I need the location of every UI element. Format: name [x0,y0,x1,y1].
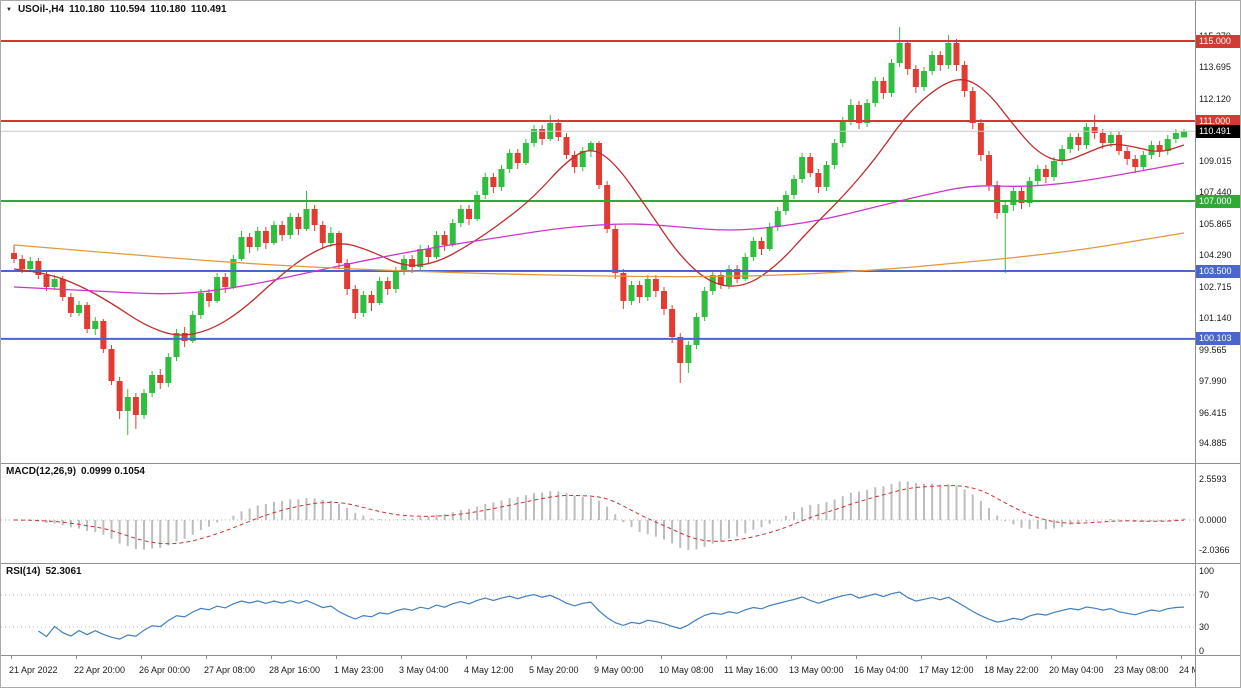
time-axis[interactable]: 21 Apr 2022 22 Apr 20:00 26 Apr 00:00 27 Ap… [1,655,1240,687]
price-axis-label: 96.415 [1199,407,1227,418]
rsi-axis-label: 0 [1199,646,1205,656]
price-axis-label: 113.695 [1199,62,1231,73]
time-axis-label: 11 May 16:00 [724,665,778,675]
time-axis-tick [336,655,337,659]
time-axis-tick [531,655,532,659]
time-axis-tick [921,655,922,659]
time-axis-tick [141,655,142,659]
price-axis-label: 102.715 [1199,281,1232,292]
time-axis-tick [271,655,272,659]
rsi-axis-label: 70 [1199,590,1210,600]
high-price: 110.594 [109,4,146,15]
time-axis-tick [596,655,597,659]
price-axis[interactable]: 115.270113.695112.120109.015107.440105.8… [1195,1,1240,687]
time-axis-label: 13 May 00:00 [789,665,844,675]
close-price: 110.491 [190,4,227,15]
price-level-label: 100.103 [1196,332,1240,346]
time-axis-tick [206,655,207,659]
chart-header: ▼ USOil-,H4 110.180 110.594 110.180 110.… [6,4,227,15]
time-axis-tick [466,655,467,659]
time-axis-label: 1 May 23:00 [334,665,384,675]
time-axis-label: 5 May 20:00 [529,665,579,675]
price-axis-label: 109.015 [1199,155,1232,166]
rsi-value: 52.3061 [45,566,82,577]
time-axis-label: 27 Apr 08:00 [204,665,256,675]
time-axis-label: 16 May 04:00 [854,665,909,675]
time-axis-label: 4 May 12:00 [464,665,514,675]
candlestick-series [11,27,1187,435]
price-axis-label: 99.565 [1199,344,1227,355]
panel-separator [1,655,1240,656]
current-price-label: 110.491 [1196,124,1240,138]
ma-slow [13,232,1185,278]
macd-signal-line [13,485,1185,545]
price-level-label: 107.000 [1196,194,1240,208]
open-price: 110.180 [69,4,105,15]
time-axis-tick [76,655,77,659]
macd-header: MACD(12,26,9) 0.0999 0.1054 [6,466,145,477]
rsi-line [38,591,1185,640]
rsi-header: RSI(14) 52.3061 [6,566,82,577]
price-chart-panel[interactable]: ▼ USOil-,H4 110.180 110.594 110.180 110.… [1,1,1197,463]
time-axis-label: 26 Apr 00:00 [139,665,191,675]
macd-axis-label: -2.0366 [1199,545,1230,555]
symbol-dropdown-arrow-icon[interactable]: ▼ [6,6,12,13]
price-level-label: 103.500 [1196,264,1240,278]
macd-histogram [21,481,1185,550]
rsi-label: RSI(14) [6,566,41,577]
rsi-panel[interactable]: RSI(14) 52.3061 [1,563,1197,655]
price-chart-canvas[interactable] [1,1,1197,463]
price-axis-label: 101.140 [1199,313,1232,324]
macd-axis-label: 0.0000 [1199,515,1227,525]
horizontal-level-lines [1,40,1197,340]
time-axis-label: 28 Apr 16:00 [269,665,321,675]
time-axis-tick [11,655,12,659]
time-axis-label: 10 May 08:00 [659,665,714,675]
panel-separator [1,563,1240,564]
time-axis-label: 20 May 04:00 [1049,665,1104,675]
ma-fast [13,79,1185,336]
time-axis-label: 18 May 22:00 [984,665,1039,675]
price-axis-label: 107.440 [1199,187,1232,198]
time-axis-tick [791,655,792,659]
price-axis-label: 94.885 [1199,438,1227,449]
time-axis-tick [726,655,727,659]
time-axis-tick [401,655,402,659]
time-axis-label: 21 Apr 2022 [9,665,58,675]
macd-label: MACD(12,26,9) [6,466,77,477]
ma-medium [13,162,1185,295]
time-axis-label: 9 May 00:00 [594,665,644,675]
low-price: 110.180 [150,4,186,15]
time-axis-label: 17 May 12:00 [919,665,974,675]
time-axis-label: 22 Apr 20:00 [74,665,126,675]
price-level-label: 115.000 [1196,34,1240,48]
time-axis-tick [1116,655,1117,659]
rsi-axis-label: 100 [1199,566,1215,576]
time-axis-tick [986,655,987,659]
time-axis-label: 23 May 08:00 [1114,665,1169,675]
time-axis-tick [661,655,662,659]
time-axis-tick [1051,655,1052,659]
price-axis-label: 97.990 [1199,376,1227,387]
rsi-axis-label: 30 [1199,622,1210,632]
rsi-canvas[interactable] [1,563,1197,655]
macd-panel[interactable]: MACD(12,26,9) 0.0999 0.1054 [1,463,1197,563]
price-axis-label: 105.865 [1199,218,1232,229]
price-level-label: 111.000 [1196,114,1240,128]
price-axis-label: 104.290 [1199,250,1232,261]
macd-axis-label: 2.5593 [1199,474,1227,484]
time-axis-tick [1181,655,1182,659]
price-axis-label: 112.120 [1199,93,1231,104]
moving-average-lines [13,79,1185,336]
macd-canvas[interactable] [1,463,1197,563]
time-axis-tick [856,655,857,659]
panel-separator [1,463,1240,464]
symbol-timeframe-label: USOil-,H4 [17,4,65,15]
macd-values: 0.0999 0.1054 [81,466,145,477]
time-axis-label: 3 May 04:00 [399,665,449,675]
